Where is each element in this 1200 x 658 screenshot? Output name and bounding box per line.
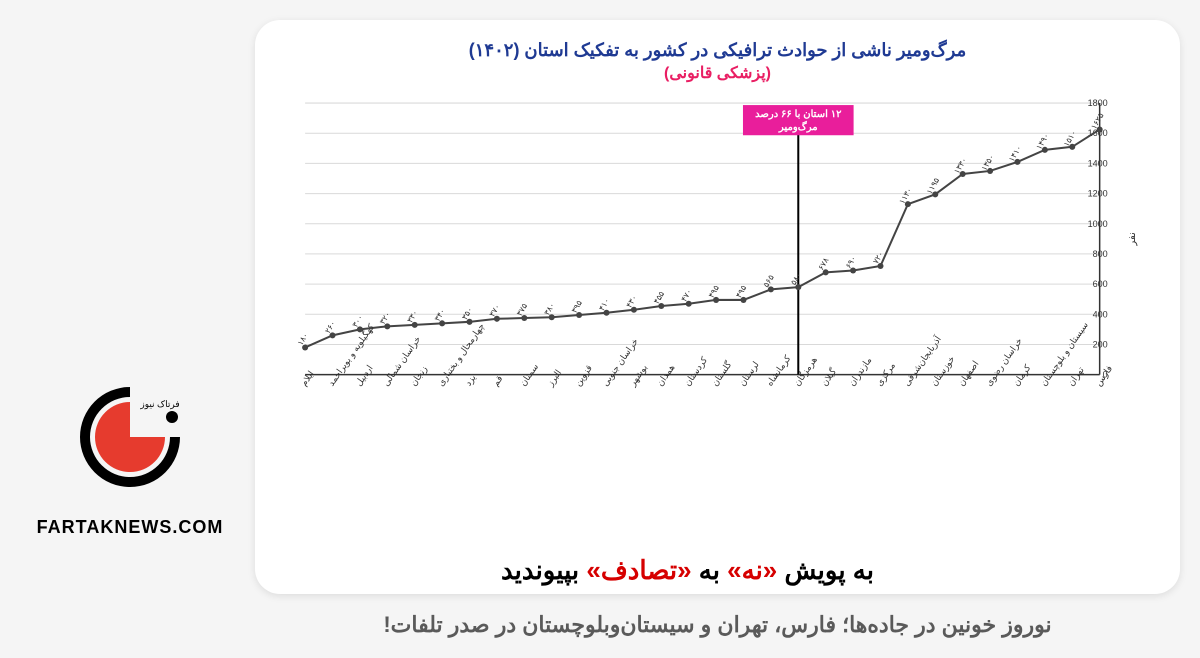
svg-text:بوشهر: بوشهر [627,362,650,389]
brand-logo: فرتاک نیوز [70,377,190,497]
svg-text:۳۷۰: ۳۷۰ [488,303,502,319]
svg-text:کرمانشاه: کرمانشاه [764,353,793,389]
brand-panel: فرتاک نیوز FARTAKNEWS.COM [20,20,240,638]
svg-text:گیلان: گیلان [818,365,838,388]
svg-text:کردستان: کردستان [682,354,710,388]
svg-text:۳۴۰: ۳۴۰ [433,307,447,323]
svg-text:نفر: نفر [1127,232,1138,246]
svg-text:۱۲ استان با ۶۶ درصد: ۱۲ استان با ۶۶ درصد [755,109,842,120]
svg-text:1200: 1200 [1088,189,1108,199]
svg-text:قزوین: قزوین [573,363,595,388]
campaign-slogan: به پویش «نه» به «تصادف» بپیوندید [225,555,1150,586]
svg-text:۳۵۰: ۳۵۰ [460,306,474,322]
svg-text:1400: 1400 [1088,158,1108,168]
chart-area: 020040060080010001200140016001800نفر۱۲ ا… [285,93,1150,453]
svg-text:البرز: البرز [545,368,565,389]
chart-title: مرگ‌ومیر ناشی از حوادث ترافیکی در کشور ب… [285,40,1150,61]
svg-text:زنجان: زنجان [408,364,430,388]
line-chart: 020040060080010001200140016001800نفر۱۲ ا… [285,93,1150,455]
svg-text:1800: 1800 [1088,98,1108,108]
svg-text:۳۹۵: ۳۹۵ [570,299,584,315]
svg-text:1000: 1000 [1088,219,1108,229]
svg-text:۳۲۰: ۳۲۰ [378,310,392,326]
content-panel: مرگ‌ومیر ناشی از حوادث ترافیکی در کشور ب… [255,20,1180,638]
svg-text:۳۰۰: ۳۰۰ [351,313,365,329]
svg-text:۴۵۵: ۴۵۵ [652,290,666,306]
svg-text:سیستان و بلوچستان: سیستان و بلوچستان [1038,320,1091,388]
chart-card: مرگ‌ومیر ناشی از حوادث ترافیکی در کشور ب… [255,20,1180,594]
svg-text:قم: قم [490,374,505,389]
svg-text:۵۶۵: ۵۶۵ [762,273,776,289]
campaign-prefix: به پویش [777,555,874,585]
svg-text:فرتاک نیوز: فرتاک نیوز [139,399,179,410]
svg-text:۴۷۰: ۴۷۰ [679,288,693,304]
brand-site-url: FARTAKNEWS.COM [37,517,224,538]
svg-text:۴۱۰: ۴۱۰ [597,297,611,313]
svg-text:گلستان: گلستان [709,358,734,387]
svg-text:اردبیل: اردبیل [353,363,375,388]
svg-text:فارس: فارس [1093,364,1115,389]
svg-text:خوزستان: خوزستان [929,354,958,388]
logo-icon: فرتاک نیوز [70,377,190,497]
svg-text:مرگ‌ومیر: مرگ‌ومیر [778,120,818,133]
svg-text:۳۷۵: ۳۷۵ [515,302,529,318]
svg-text:۱۴۹۰: ۱۴۹۰ [1035,132,1051,151]
svg-text:۴۳۰: ۴۳۰ [625,294,639,310]
page-container: مرگ‌ومیر ناشی از حوادث ترافیکی در کشور ب… [0,0,1200,658]
svg-text:۶۷۸: ۶۷۸ [816,256,831,272]
svg-text:ایلام: ایلام [299,369,317,388]
svg-text:۳۳۰: ۳۳۰ [405,309,419,325]
svg-text:۴۹۵: ۴۹۵ [707,284,721,300]
svg-text:۶۹۰: ۶۹۰ [844,254,858,270]
svg-text:۱۳۳۰: ۱۳۳۰ [952,156,968,175]
campaign-suffix: بپیوندید [501,555,586,585]
svg-text:چهارمحال و بختیاری: چهارمحال و بختیاری [436,321,488,388]
svg-text:۴۹۵: ۴۹۵ [734,284,748,300]
svg-text:۲۶۰: ۲۶۰ [323,319,337,335]
svg-text:اصفهان: اصفهان [956,359,981,389]
svg-text:تهران: تهران [1066,365,1087,389]
svg-text:مازندران: مازندران [847,355,875,388]
campaign-no: «نه» [727,555,777,585]
svg-text:۷۲۰: ۷۲۰ [871,250,885,266]
campaign-mid: به [692,555,728,585]
svg-text:هرمزگان: هرمزگان [791,354,820,388]
chart-subtitle: (پزشکی قانونی) [285,63,1150,83]
campaign-accident: «تصادف» [586,555,691,585]
headline: نوروز خونین در جاده‌ها؛ فارس، تهران و سی… [255,612,1180,638]
